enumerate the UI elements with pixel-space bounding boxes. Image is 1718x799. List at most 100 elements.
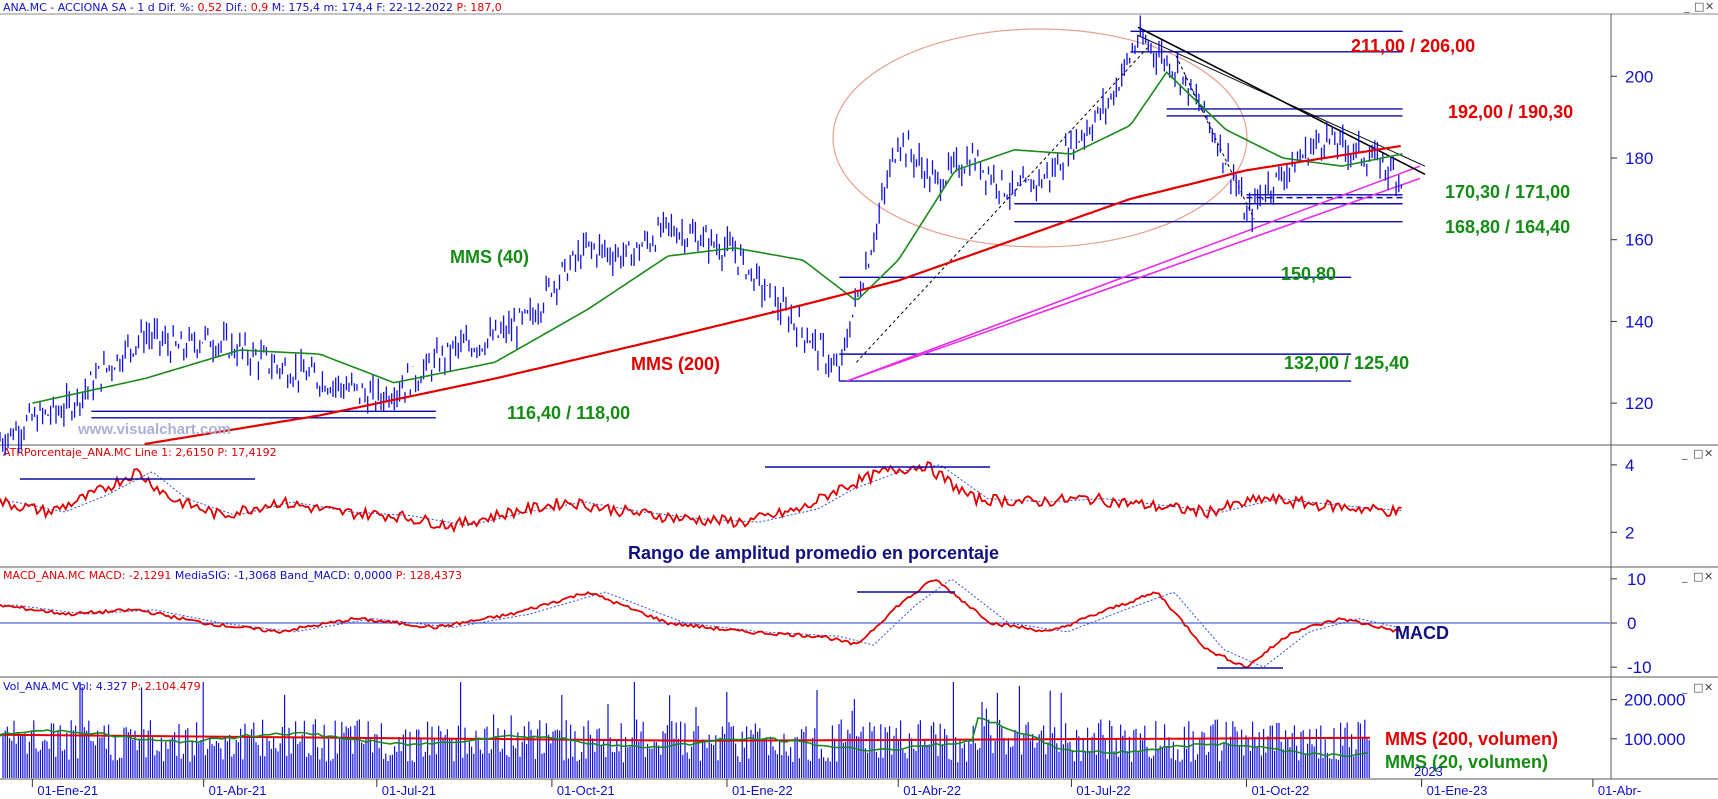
header-segment: P: 187,0: [453, 1, 502, 14]
x-tick-label: 01-Oct-22: [1252, 783, 1310, 798]
atr-y-tick-label: 4: [1625, 456, 1634, 475]
macd-indicator: 10 0 -10: [0, 570, 1652, 677]
header-segment: 0,9: [251, 1, 269, 14]
window-controls: _ □ ✕: [1683, 0, 1714, 13]
atr-caption: Rango de amplitud promedio en porcentaje: [628, 543, 999, 563]
macd-y-tick-label: -10: [1627, 658, 1652, 677]
volume-pane-header: Vol_ANA.MC Vol: 4.327 P: 2.104.479: [3, 680, 201, 693]
x-tick-label: 01-Jul-22: [1076, 783, 1130, 798]
close-icon[interactable]: ✕: [1705, 0, 1714, 13]
macd-y-tick-label: 10: [1627, 570, 1646, 589]
atr-signal-line: [0, 464, 1402, 527]
maximize-icon[interactable]: □: [1694, 0, 1704, 13]
header-segment: MACD_ANA.MC MACD:: [3, 569, 129, 582]
atr-line: [0, 460, 1402, 534]
level-label-170-171: 170,30 / 171,00: [1445, 182, 1570, 202]
y-tick-label: 120: [1625, 394, 1653, 413]
y-tick-label: 180: [1625, 149, 1653, 168]
header-segment: F: 22-12-2022: [373, 1, 453, 14]
vol-maximize-icon[interactable]: □: [1693, 681, 1703, 694]
support-resistance-levels: [91, 30, 1403, 419]
header-segment: M: 175,4: [268, 1, 320, 14]
macd-maximize-icon[interactable]: □: [1693, 570, 1703, 583]
vol-minimize-icon[interactable]: _: [1681, 681, 1688, 694]
header-segment: P: 128,4373: [392, 569, 462, 582]
header-segment: ATRPorcentaje_ANA.MC Line 1:: [3, 446, 175, 459]
atr-indicator: 42: [0, 456, 1634, 542]
dashed-trend-up: [856, 47, 1148, 363]
watermark: www.visualchart.com: [77, 421, 231, 438]
macd-line: [0, 579, 1403, 669]
atr-pane-controls: _ □ ✕: [1681, 447, 1713, 460]
mms40-line: [32, 70, 1403, 404]
atr-pane-header: ATRPorcentaje_ANA.MC Line 1: 2,6150 P: 1…: [3, 446, 277, 459]
vol-mms20-line: [0, 717, 1369, 758]
minimize-icon[interactable]: _: [1683, 0, 1690, 13]
vol-pane-controls: _ □ ✕: [1681, 681, 1713, 694]
volume-bars: 200.000 100.000: [0, 682, 1685, 778]
atr-minimize-icon[interactable]: _: [1681, 447, 1688, 460]
channel-ellipse: [832, 28, 1248, 248]
macd-caption: MACD: [1395, 623, 1449, 643]
atr-maximize-icon[interactable]: □: [1693, 447, 1703, 460]
vol-y-tick-label: 100.000: [1624, 730, 1685, 749]
level-label-168-164: 168,80 / 164,40: [1445, 217, 1570, 237]
atr-close-icon[interactable]: ✕: [1704, 447, 1713, 460]
moving-averages: [32, 70, 1403, 446]
macd-minimize-icon[interactable]: _: [1681, 570, 1688, 583]
volume-bars-path: [2, 682, 1370, 778]
header-segment: MediaSIG: -1,3068: [171, 569, 276, 582]
level-label-116-118: 116,40 / 118,00: [507, 403, 630, 423]
price-pane-header: ANA.MC - ACCIONA SA - 1 d Dif. %: 0,52 D…: [3, 1, 502, 14]
header-segment: -2,1291: [129, 569, 171, 582]
level-label-211-206: 211,00 / 206,00: [1351, 36, 1475, 56]
support-line-2: [846, 177, 1421, 382]
header-segment: 0,52: [197, 1, 222, 14]
header-segment: P: 2.104.479: [127, 680, 200, 693]
channel-ellipse-shape: [832, 28, 1248, 248]
header-segment: Dif. %:: [155, 1, 198, 14]
y-tick-label: 140: [1625, 312, 1653, 331]
header-segment: ANA.MC - ACCIONA SA - 1 d: [3, 1, 155, 14]
price-candles: [0, 15, 1403, 456]
vol-close-icon[interactable]: ✕: [1704, 681, 1713, 694]
mms40-label: MMS (40): [450, 247, 529, 267]
x-tick-label: 01-Ene-22: [732, 783, 793, 798]
y-tick-label: 160: [1625, 231, 1653, 250]
macd-pane-header: MACD_ANA.MC MACD: -2,1291 MediaSIG: -1,3…: [3, 569, 462, 582]
x-tick-label: 01-Abr-: [1598, 783, 1641, 798]
level-label-192-190: 192,00 / 190,30: [1448, 102, 1573, 122]
header-segment: P: 17,4192: [214, 446, 277, 459]
header-segment: Band_MACD: 0,0000: [276, 569, 392, 582]
macd-close-icon[interactable]: ✕: [1704, 570, 1713, 583]
header-segment: Dif.:: [222, 1, 251, 14]
header-segment: 2,6150: [175, 446, 214, 459]
x-tick-label: 01-Abr-21: [209, 783, 267, 798]
support-line-1: [846, 165, 1421, 382]
level-label-132-125: 132,00 / 125,40: [1284, 353, 1409, 373]
pane-frames: [0, 13, 1718, 780]
vol-y-tick-label: 200.000: [1624, 691, 1685, 710]
x-axis: 01-Ene-21 01-Abr-21 01-Jul-21 01-Oct-21 01-E…: [31, 764, 1641, 798]
header-segment: Vol_ANA.MC Vol: 4.327: [3, 680, 127, 693]
x-tick-label: 01-Oct-21: [557, 783, 615, 798]
price-bars-path: [0, 15, 1403, 456]
vol-mms200-label: MMS (200, volumen): [1385, 729, 1558, 749]
x-tick-label: 01-Jul-21: [382, 783, 436, 798]
atr-y-tick-label: 2: [1625, 523, 1634, 542]
x-tick-label: 01-Abr-22: [903, 783, 961, 798]
level-label-150: 150,80: [1281, 264, 1336, 284]
header-segment: m: 174,4: [320, 1, 373, 14]
x-tick-label: 01-Ene-21: [37, 783, 98, 798]
y-tick-label: 200: [1625, 67, 1653, 86]
macd-y-tick-label: 0: [1627, 614, 1636, 633]
mms200-line: [144, 144, 1401, 446]
macd-pane-controls: _ □ ✕: [1681, 570, 1713, 583]
x-year-marker: 2023: [1414, 764, 1443, 779]
x-tick-label: 01-Ene-23: [1427, 783, 1488, 798]
mms200-label: MMS (200): [631, 354, 720, 374]
vol-mms200-line: [0, 733, 1371, 742]
vol-mms20-label: MMS (20, volumen): [1385, 752, 1548, 772]
price-y-axis: 200 180 160 140 120: [1611, 67, 1653, 413]
